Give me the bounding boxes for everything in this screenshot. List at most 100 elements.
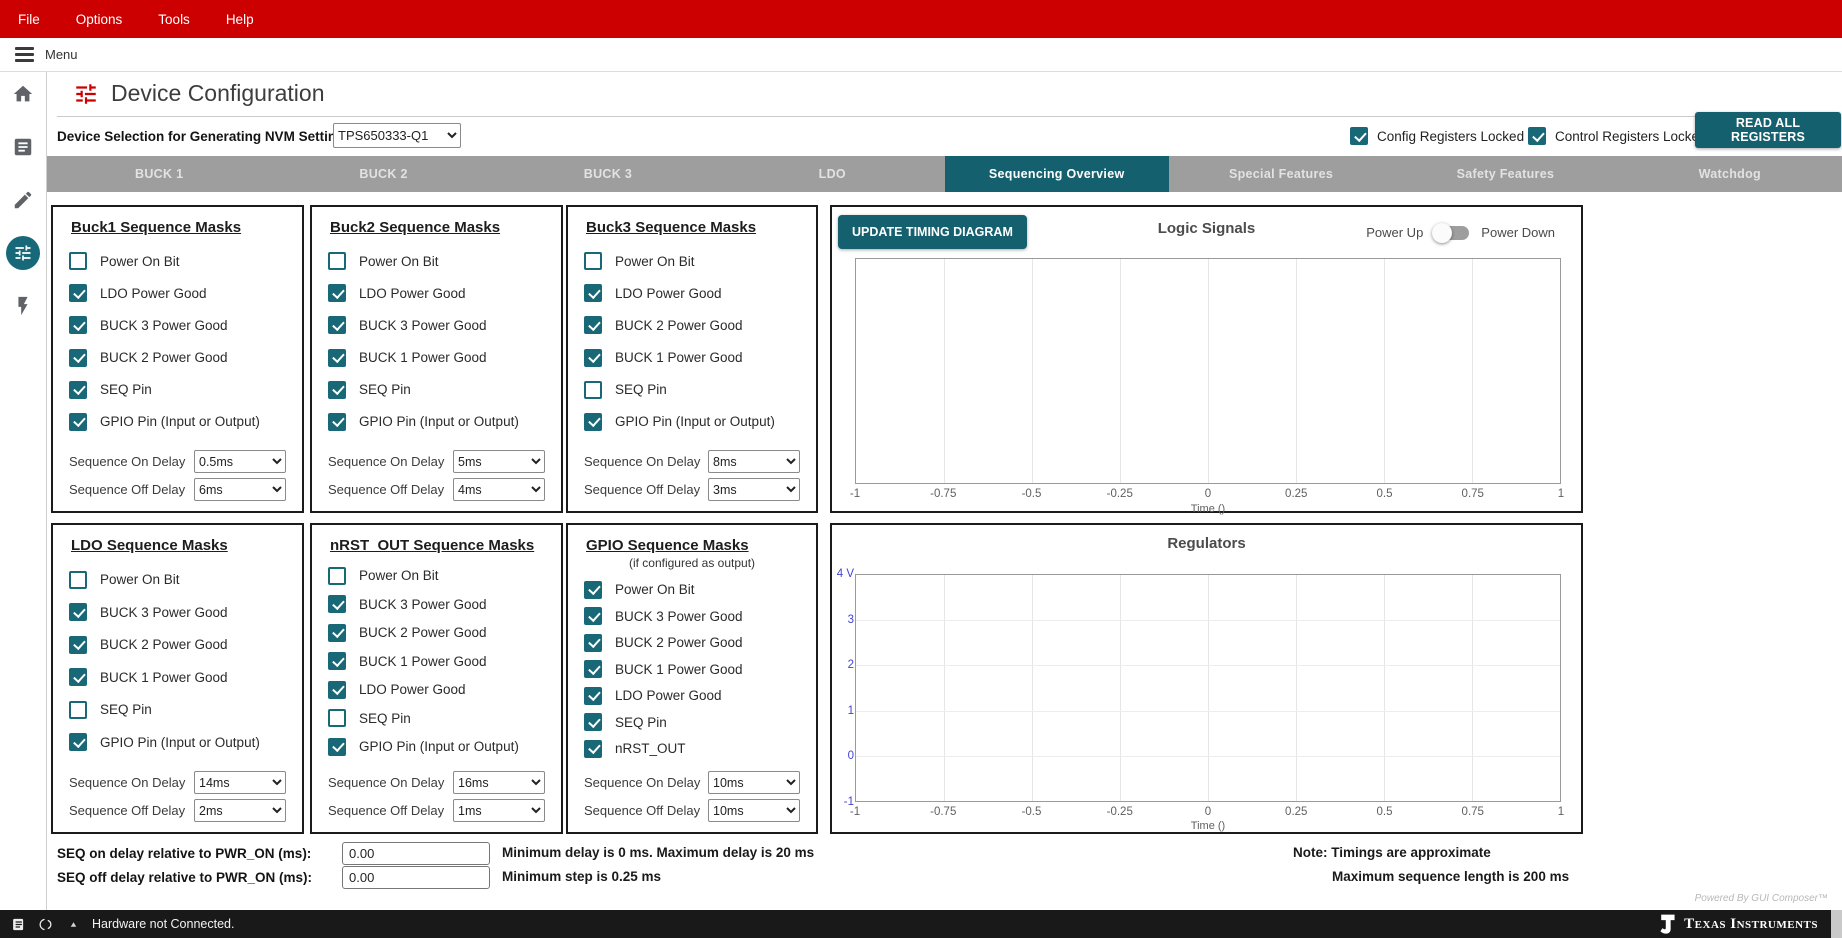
power-on-bit-checkbox[interactable] <box>69 252 87 271</box>
buck-2-power-good-checkbox[interactable] <box>328 623 346 642</box>
sequence-on-delay-select[interactable]: 8ms <box>708 450 800 473</box>
sidebar-item-edit[interactable] <box>6 183 40 217</box>
gpio-pin-input-or-output-checkbox[interactable] <box>328 737 346 756</box>
y-tick-label: 0 <box>847 750 854 763</box>
ldo-power-good-checkbox[interactable] <box>69 284 87 303</box>
power-on-bit-checkbox[interactable] <box>328 252 346 271</box>
buck-2-power-good-checkbox[interactable] <box>69 635 87 654</box>
nrst-out-checkbox[interactable] <box>584 739 602 758</box>
power-on-bit-checkbox[interactable] <box>584 580 602 599</box>
tab-buck-1[interactable]: BUCK 1 <box>135 167 184 181</box>
expand-panel-icon[interactable] <box>68 919 79 930</box>
buck-1-power-good-checkbox[interactable] <box>584 348 602 367</box>
x-tick-label: 0.25 <box>1285 488 1308 500</box>
menu-label[interactable]: Menu <box>45 47 78 62</box>
buck-3-power-good-checkbox[interactable] <box>328 595 346 613</box>
checkbox-list: Power On Bit BUCK 3 Power Good BUCK 2 Powe… <box>69 554 286 766</box>
seq-pin-checkbox[interactable] <box>328 380 346 399</box>
seq-pin-checkbox[interactable] <box>584 380 602 399</box>
buck-2-power-good-checkbox[interactable] <box>69 348 87 367</box>
tab-special-features[interactable]: Special Features <box>1228 167 1334 181</box>
tab-sequencing-overview[interactable]: Sequencing Overview <box>944 156 1169 192</box>
sequence-off-delay-select[interactable]: 3ms <box>708 478 800 501</box>
checkbox-label: Power On Bit <box>100 572 180 588</box>
buck-1-power-good-checkbox[interactable] <box>328 652 346 670</box>
power-on-bit-checkbox[interactable] <box>584 252 602 271</box>
power-on-bit-checkbox[interactable] <box>69 570 87 589</box>
buck-2-power-good-checkbox[interactable] <box>584 633 602 652</box>
sequence-on-delay-select[interactable]: 14ms <box>194 771 286 794</box>
gpio-pin-input-or-output-checkbox[interactable] <box>584 412 602 431</box>
sidebar-item-registers[interactable] <box>6 130 40 164</box>
sequence-off-delay-select[interactable]: 6ms <box>194 478 286 501</box>
tab-safety-features[interactable]: Safety Features <box>1456 167 1555 181</box>
gpio-pin-input-or-output-checkbox[interactable] <box>69 733 87 752</box>
panel-subtitle: (if configured as output) <box>628 556 756 570</box>
buck-2-power-good-checkbox[interactable] <box>584 316 602 335</box>
menu-options[interactable]: Options <box>75 11 123 27</box>
sequence-off-delay-select[interactable]: 1ms <box>453 799 545 822</box>
tab-buck-3[interactable]: BUCK 3 <box>583 167 633 181</box>
buck-1-power-good-checkbox[interactable] <box>328 348 346 367</box>
checkbox-list: Power On Bit BUCK 3 Power Good BUCK 2 Powe… <box>584 570 800 766</box>
tab-buck-2[interactable]: BUCK 2 <box>359 167 408 181</box>
menu-file[interactable]: File <box>18 11 40 27</box>
ldo-power-good-checkbox[interactable] <box>328 284 346 303</box>
sequence-off-delay-select[interactable]: 4ms <box>453 478 545 501</box>
gpio-pin-input-or-output-checkbox[interactable] <box>328 412 346 431</box>
seq-pin-checkbox[interactable] <box>328 709 346 727</box>
seq-off-delay-row: SEQ off delay relative to PWR_ON (ms): <box>57 866 490 889</box>
log-icon[interactable] <box>10 917 25 932</box>
update-timing-diagram-button[interactable]: UPDATE TIMING DIAGRAM <box>838 215 1027 249</box>
sequence-on-delay-select[interactable]: 10ms <box>708 771 800 794</box>
tab-ldo[interactable]: LDO <box>818 167 846 181</box>
checkbox-row: SEQ Pin <box>584 713 800 731</box>
seq-pin-checkbox[interactable] <box>69 380 87 399</box>
tab-watchdog[interactable]: Watchdog <box>1698 167 1761 181</box>
toggle-knob[interactable] <box>1432 222 1453 243</box>
buck-3-power-good-checkbox[interactable] <box>69 603 87 622</box>
sidebar-item-device-config[interactable] <box>6 236 40 270</box>
buck-3-power-good-checkbox[interactable] <box>69 316 87 335</box>
sequence-off-delay-label: Sequence Off Delay <box>584 482 701 497</box>
power-direction-toggle[interactable] <box>1432 222 1470 243</box>
checkbox-label: SEQ Pin <box>615 714 667 730</box>
power-up-label: Power Up <box>1366 225 1424 240</box>
config-registers-locked-label: Config Registers Locked <box>1377 128 1525 144</box>
buck-3-power-good-checkbox[interactable] <box>328 316 346 335</box>
connect-hardware-icon[interactable] <box>38 916 55 933</box>
sequence-off-delay-row: Sequence Off Delay 1ms <box>328 799 545 822</box>
seq-on-delay-input[interactable] <box>342 842 490 865</box>
config-registers-locked-checkbox[interactable] <box>1350 127 1368 145</box>
tab-bar: BUCK 1 BUCK 2 BUCK 3 LDO Sequencing Overview… <box>47 156 1842 192</box>
menu-help[interactable]: Help <box>225 11 254 27</box>
app-menubar: File Options Tools Help <box>0 0 1842 38</box>
seq-pin-checkbox[interactable] <box>584 713 602 731</box>
buck-1-power-good-checkbox[interactable] <box>584 660 602 678</box>
ldo-power-good-checkbox[interactable] <box>584 284 602 303</box>
checkbox-label: LDO Power Good <box>359 285 466 301</box>
y-tick-label: 2 <box>847 659 854 672</box>
seq-pin-checkbox[interactable] <box>69 700 87 719</box>
hamburger-menu-icon[interactable] <box>15 47 34 62</box>
buck-1-power-good-checkbox[interactable] <box>69 668 87 687</box>
sidebar-item-flash[interactable] <box>6 289 40 323</box>
sequence-on-delay-select[interactable]: 0.5ms <box>194 450 286 473</box>
control-registers-locked-checkbox[interactable] <box>1528 127 1546 145</box>
sequence-on-delay-select[interactable]: 16ms <box>453 771 545 794</box>
checkbox-row: GPIO Pin (Input or Output) <box>328 737 545 756</box>
ldo-power-good-checkbox[interactable] <box>584 686 602 705</box>
menu-tools[interactable]: Tools <box>158 11 190 27</box>
read-all-registers-button[interactable]: READ ALL REGISTERS <box>1695 112 1841 148</box>
power-on-bit-checkbox[interactable] <box>328 566 346 585</box>
sequence-off-delay-select[interactable]: 10ms <box>708 799 800 822</box>
sidebar-item-home[interactable] <box>6 77 40 111</box>
seq-off-delay-input[interactable] <box>342 866 490 889</box>
sequence-off-delay-select[interactable]: 2ms <box>194 799 286 822</box>
buck-3-power-good-checkbox[interactable] <box>584 607 602 625</box>
checkbox-label: BUCK 2 Power Good <box>100 637 228 653</box>
device-select[interactable]: TPS650333-Q1 <box>333 123 461 148</box>
gpio-pin-input-or-output-checkbox[interactable] <box>69 412 87 431</box>
sequence-on-delay-select[interactable]: 5ms <box>453 450 545 473</box>
ldo-power-good-checkbox[interactable] <box>328 680 346 699</box>
